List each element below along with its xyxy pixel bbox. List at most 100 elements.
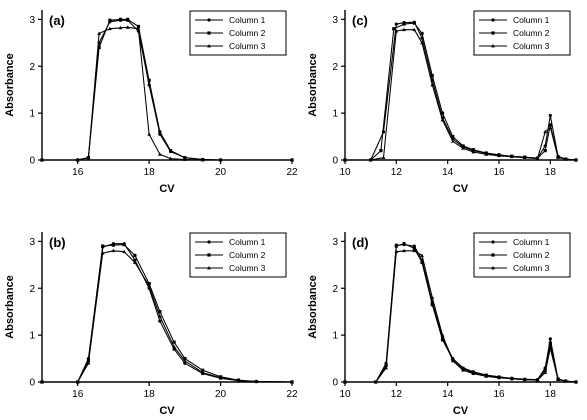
- data-point: [136, 26, 141, 31]
- series-line: [345, 243, 577, 383]
- y-tick-label: 2: [29, 62, 35, 73]
- data-point: [108, 18, 112, 22]
- data-point: [147, 132, 152, 136]
- legend-label: Column 3: [513, 41, 550, 51]
- data-point: [118, 25, 123, 30]
- legend: Column 1 Column 2 Column 3: [473, 232, 571, 278]
- y-tick-label: 0: [29, 378, 35, 389]
- data-point: [543, 129, 548, 134]
- y-tick-label: 1: [29, 109, 35, 120]
- data-point: [394, 29, 399, 33]
- data-point: [381, 155, 386, 160]
- series-line: [42, 250, 293, 383]
- data-point: [420, 40, 424, 45]
- data-point: [111, 248, 116, 253]
- data-point: [122, 249, 127, 254]
- x-tick-label: 16: [493, 389, 505, 400]
- data-point: [201, 368, 205, 372]
- data-point: [548, 123, 552, 127]
- data-point: [158, 310, 162, 314]
- data-point: [412, 27, 417, 32]
- data-point: [147, 283, 152, 288]
- data-point: [471, 148, 475, 152]
- data-point: [509, 376, 514, 381]
- data-point: [40, 380, 44, 384]
- x-tick-label: 18: [545, 389, 557, 400]
- legend-marker: [207, 240, 211, 244]
- legend-marker: [207, 31, 211, 35]
- data-point: [548, 113, 552, 118]
- data-point: [86, 361, 91, 365]
- data-point: [563, 157, 568, 161]
- series-line: [345, 250, 577, 383]
- data-point: [412, 248, 417, 253]
- data-point: [548, 337, 552, 341]
- data-point: [101, 244, 105, 248]
- legend-label: Column 1: [229, 15, 266, 25]
- data-point: [147, 281, 151, 286]
- data-point: [118, 17, 123, 21]
- x-tick-label: 16: [493, 167, 505, 178]
- legend: Column 1 Column 2 Column 3: [189, 10, 287, 56]
- data-point: [133, 253, 137, 258]
- data-point: [157, 152, 162, 156]
- data-point: [402, 242, 406, 246]
- legend-marker: [491, 253, 495, 257]
- data-point: [497, 375, 501, 380]
- data-point: [75, 158, 80, 162]
- data-point: [158, 130, 162, 134]
- data-point: [200, 370, 205, 375]
- data-point: [236, 378, 241, 382]
- data-point: [440, 333, 445, 337]
- data-point: [392, 27, 396, 31]
- legend-marker: [207, 266, 211, 270]
- data-point: [535, 378, 540, 382]
- data-point: [543, 370, 548, 375]
- data-point: [509, 154, 514, 159]
- data-point: [402, 27, 406, 32]
- data-point: [440, 338, 445, 342]
- series-3: [343, 248, 578, 384]
- y-tick-label: 0: [332, 156, 338, 167]
- series-line: [345, 29, 577, 161]
- data-point: [218, 375, 223, 380]
- data-point: [440, 118, 445, 122]
- y-tick-label: 2: [332, 62, 338, 73]
- y-tick-label: 1: [332, 109, 338, 120]
- panel-label: (a): [49, 13, 65, 28]
- x-tick-label: 16: [72, 389, 84, 400]
- data-point: [471, 371, 476, 375]
- legend-marker: [491, 240, 495, 244]
- data-point: [535, 156, 540, 160]
- data-point: [172, 340, 176, 344]
- x-tick-label: 18: [144, 167, 156, 178]
- data-point: [394, 22, 398, 26]
- x-tick-label: 22: [286, 389, 298, 400]
- data-point: [430, 83, 435, 87]
- x-tick-label: 12: [391, 167, 403, 178]
- legend-label: Column 2: [513, 250, 550, 260]
- legend-marker: [491, 18, 495, 22]
- data-point: [86, 155, 91, 160]
- data-point: [218, 158, 223, 162]
- panel-label: (d): [352, 235, 369, 250]
- data-point: [136, 24, 141, 29]
- data-point: [548, 346, 553, 350]
- data-point: [450, 358, 455, 363]
- data-point: [548, 125, 553, 129]
- y-tick-label: 0: [332, 378, 338, 389]
- x-tick-label: 20: [215, 389, 227, 400]
- data-point: [420, 31, 424, 36]
- x-axis-title: CV: [453, 183, 469, 195]
- x-tick-label: 14: [442, 167, 454, 178]
- data-point: [522, 155, 527, 160]
- data-point: [168, 149, 173, 153]
- x-tick-label: 10: [339, 389, 351, 400]
- panel-label: (b): [49, 235, 66, 250]
- data-point: [402, 22, 406, 26]
- series-3: [40, 25, 294, 162]
- series-line: [345, 22, 577, 161]
